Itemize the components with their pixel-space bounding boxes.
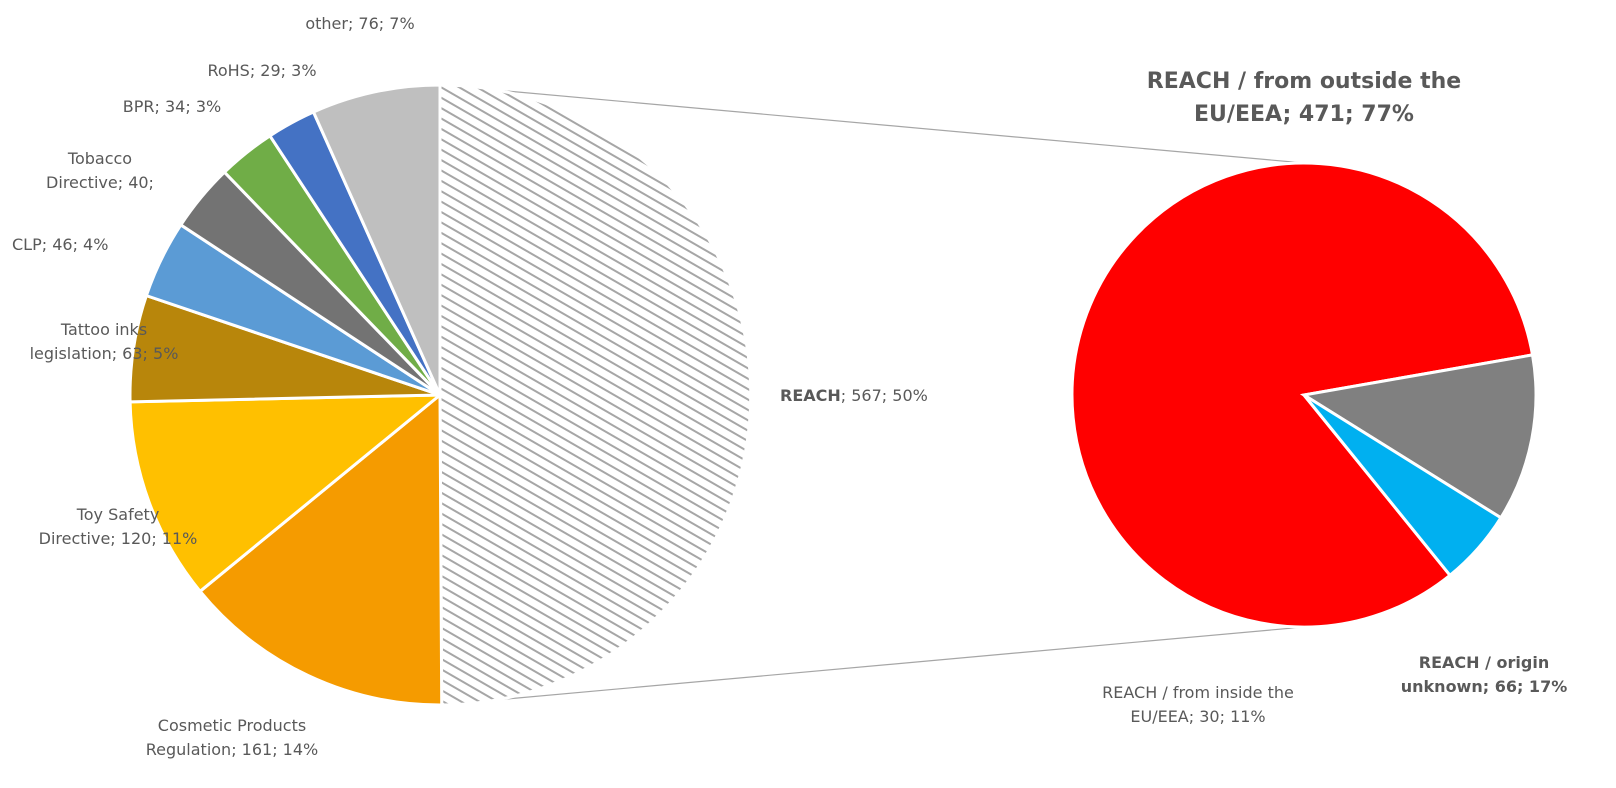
pie-slice-reach-from-inside-the-eu-eea [1302,393,1503,578]
data-label-toy-safety-directive: Toy Safety Directive; 120; 11% [39,505,198,548]
data-label-cosmetic-products-regulation: Cosmetic Products Regulation; 161; 14% [146,716,319,759]
data-label-tattoo-inks-legislation: Tattoo inks legislation; 63; 5% [30,320,179,363]
data-label-tobacco-directive: Tobacco Directive; 40; [46,149,154,192]
data-label-bpr: BPR; 34; 3% [123,97,221,116]
data-label-clp: CLP; 46; 4% [12,235,108,254]
data-label-reach-from-inside-the-eu-eea: REACH / from inside the EU/EEA; 30; 11% [1102,683,1294,726]
data-label-other: other; 76; 7% [305,14,414,33]
connector-line-bottom [439,626,1305,706]
pie-slice-reach [438,83,753,707]
pie-slice-cosmetic-products-regulation [197,391,444,707]
data-label-rohs: RoHS; 29; 3% [207,61,316,80]
main-pie [128,83,753,707]
connector-lines [439,84,1305,706]
connector-line-top [439,84,1305,164]
data-label-bold-prefix: REACH [780,386,841,405]
secondary-pie-labels: REACH / from outside the EU/EEA; 471; 77%… [1102,69,1567,726]
data-label-reach-origin-unknown: REACH / origin unknown; 66; 17% [1401,653,1567,696]
data-label-reach-from-outside-the-eu-eea: REACH / from outside the EU/EEA; 471; 77% [1147,69,1461,127]
main-pie-labels: REACH; 567; 50% Cosmetic Products Regulati… [12,14,928,759]
pie-slice-reach-origin-unknown [1299,353,1538,520]
secondary-pie [1070,161,1538,629]
pie-slice-toy-safety-directive [128,393,445,594]
pie-slice-other [311,83,442,396]
data-label-reach: REACH; 567; 50% [780,386,928,405]
